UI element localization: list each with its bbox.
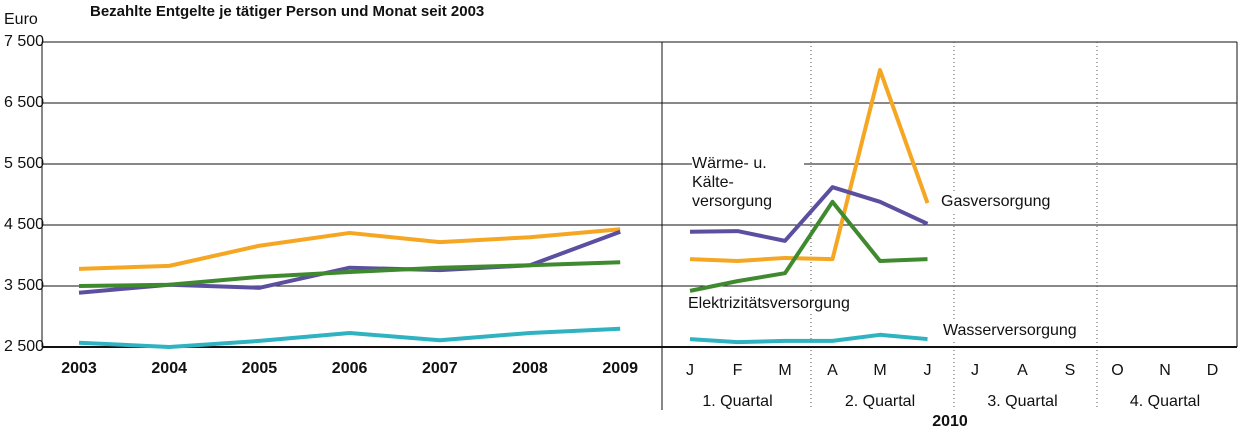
x-tick-label: J xyxy=(971,362,979,379)
x-tick-label: M xyxy=(873,362,886,379)
y-tick-label: 5 500 xyxy=(4,155,44,172)
x-tick-label: 2005 xyxy=(242,360,278,377)
series-label: Wärme- u. Kälte-versorgung xyxy=(692,154,804,211)
y-tick-label: 6 500 xyxy=(4,94,44,111)
x-tick-label: O xyxy=(1111,362,1123,379)
quarter-label: 4. Quartal xyxy=(1130,393,1200,410)
x-tick-label: J xyxy=(924,362,932,379)
x-tick-label: A xyxy=(827,362,838,379)
series-line xyxy=(78,260,621,288)
y-tick-label: 4 500 xyxy=(4,216,44,233)
quarter-label: 2. Quartal xyxy=(845,393,915,410)
series-line xyxy=(78,326,621,349)
year-label: 2010 xyxy=(932,413,968,430)
x-tick-label: N xyxy=(1159,362,1171,379)
x-tick-label: S xyxy=(1065,362,1076,379)
x-tick-label: 2004 xyxy=(151,360,187,377)
series-line xyxy=(78,227,621,271)
series-label: Gasversorgung xyxy=(941,192,1051,211)
y-tick-label: 2 500 xyxy=(4,338,44,355)
x-tick-label: 2008 xyxy=(512,360,548,377)
chart-title: Bezahlte Entgelte je tätiger Person und … xyxy=(90,3,484,20)
y-tick-label: 7 500 xyxy=(4,33,44,50)
x-tick-label: 2003 xyxy=(61,360,97,377)
x-tick-label: F xyxy=(733,362,743,379)
y-tick-label: 3 500 xyxy=(4,277,44,294)
x-tick-label: 2009 xyxy=(602,360,638,377)
x-tick-label: J xyxy=(686,362,694,379)
x-tick-label: M xyxy=(778,362,791,379)
x-tick-label: 2007 xyxy=(422,360,458,377)
series-line xyxy=(689,199,928,293)
quarter-label: 3. Quartal xyxy=(987,393,1057,410)
x-tick-label: D xyxy=(1207,362,1219,379)
quarter-label: 1. Quartal xyxy=(702,393,772,410)
series-label: Wasserversorgung xyxy=(943,321,1077,340)
series-line xyxy=(689,185,929,243)
series-line xyxy=(689,68,930,263)
y-unit: Euro xyxy=(4,11,38,28)
series-line xyxy=(689,332,928,345)
series-label: Elektrizitätsversorgung xyxy=(688,294,850,313)
x-tick-label: A xyxy=(1017,362,1028,379)
x-tick-label: 2006 xyxy=(332,360,368,377)
